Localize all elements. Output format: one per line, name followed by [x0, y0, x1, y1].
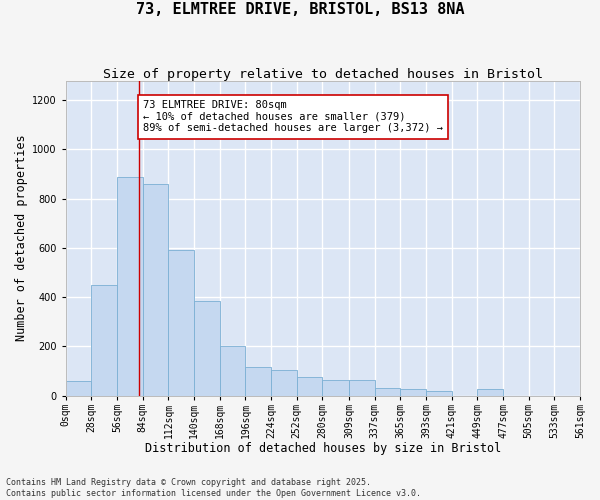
Bar [426, 390, 452, 396]
X-axis label: Distribution of detached houses by size in Bristol: Distribution of detached houses by size … [145, 442, 501, 455]
Bar [220, 346, 245, 396]
Y-axis label: Number of detached properties: Number of detached properties [15, 135, 28, 342]
Text: 73 ELMTREE DRIVE: 80sqm
← 10% of detached houses are smaller (379)
89% of semi-d: 73 ELMTREE DRIVE: 80sqm ← 10% of detache… [143, 100, 443, 134]
Text: 73, ELMTREE DRIVE, BRISTOL, BS13 8NA: 73, ELMTREE DRIVE, BRISTOL, BS13 8NA [136, 2, 464, 18]
Bar [143, 184, 169, 396]
Bar [117, 176, 143, 396]
Bar [322, 380, 349, 396]
Bar [245, 368, 271, 396]
Text: Contains HM Land Registry data © Crown copyright and database right 2025.
Contai: Contains HM Land Registry data © Crown c… [6, 478, 421, 498]
Bar [66, 381, 91, 396]
Bar [194, 301, 220, 396]
Bar [91, 285, 117, 396]
Title: Size of property relative to detached houses in Bristol: Size of property relative to detached ho… [103, 68, 543, 80]
Bar [271, 370, 297, 396]
Bar [349, 380, 374, 396]
Bar [478, 390, 503, 396]
Bar [400, 390, 426, 396]
Bar [297, 377, 322, 396]
Bar [374, 388, 400, 396]
Bar [169, 250, 194, 396]
